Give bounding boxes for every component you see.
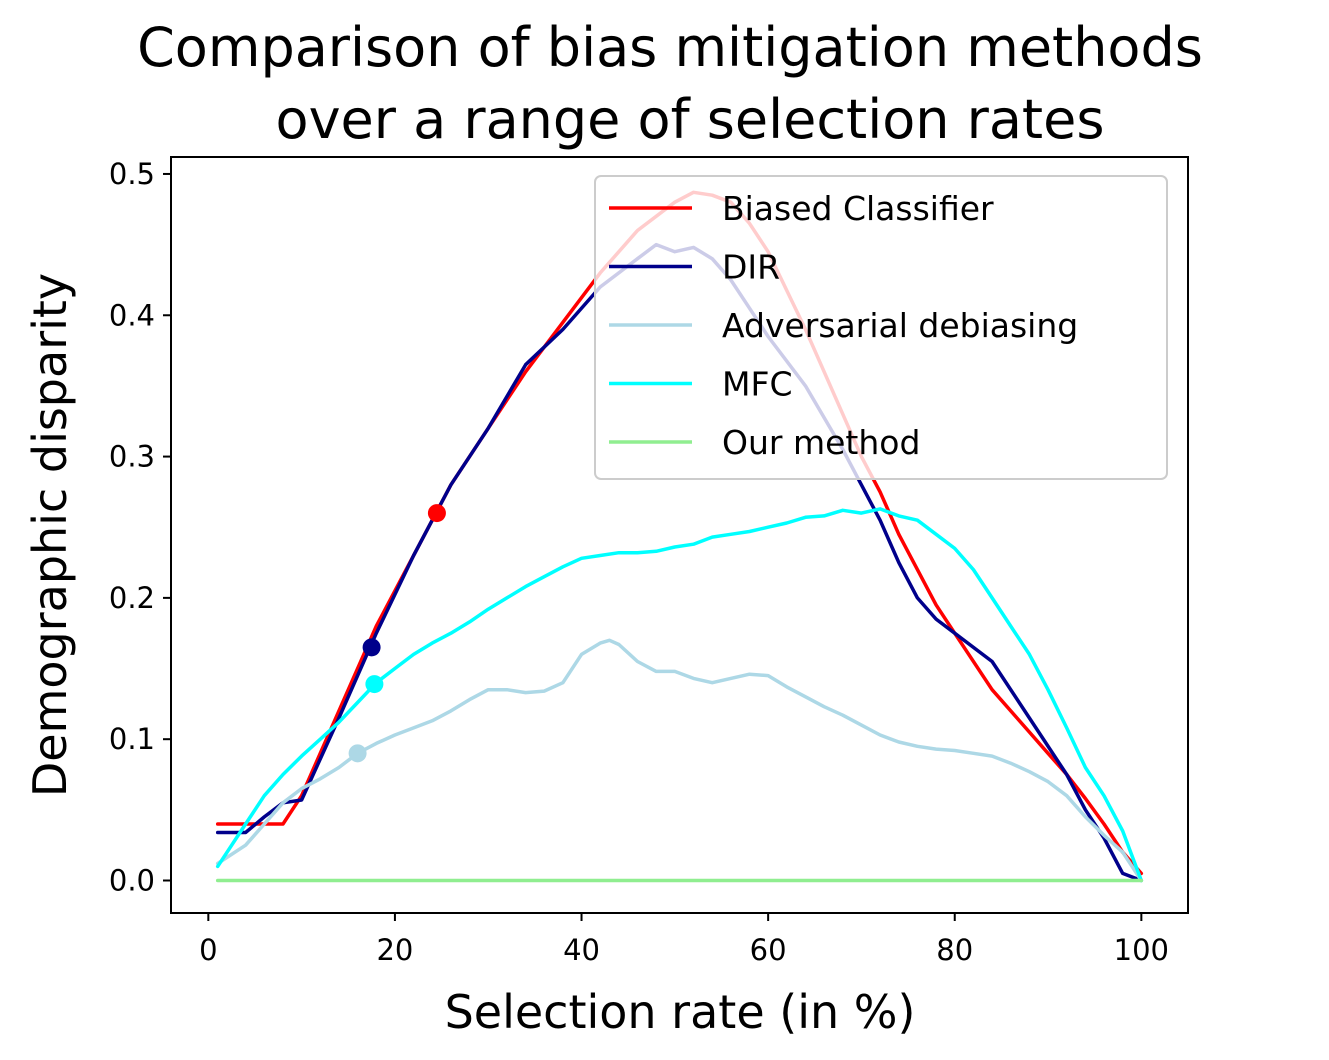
x-tick-label: 20	[376, 933, 413, 967]
series-marker-adversarial-debiasing	[348, 744, 367, 763]
y-tick-label: 0.2	[109, 581, 155, 615]
plot-area-frame	[170, 156, 1189, 914]
x-tick-label: 100	[1114, 933, 1169, 967]
x-tick-label: 80	[936, 933, 973, 967]
y-tick-label: 0.0	[109, 863, 155, 897]
legend-label-adversarial-debiasing: Adversarial debiasing	[722, 306, 1078, 345]
y-tick-label: 0.5	[109, 157, 155, 191]
legend: Biased Classifier DIR Adversarial debiasin…	[594, 175, 1168, 480]
series-marker-dir	[362, 638, 381, 657]
series-marker-mfc	[365, 675, 384, 694]
chart-title-line-1: Comparison of bias mitigation methods	[137, 16, 1203, 79]
series-line-mfc	[215, 507, 1144, 883]
legend-box	[594, 175, 1168, 480]
y-tick-label: 0.4	[109, 298, 155, 332]
x-tick-label: 60	[750, 933, 787, 967]
series-line-adversarial-debiasing	[215, 638, 1144, 883]
legend-label-mfc: MFC	[722, 365, 793, 404]
legend-label-our-method: Our method	[722, 423, 920, 462]
y-tick-label: 0.1	[109, 722, 155, 756]
x-axis-label: Selection rate (in %)	[445, 985, 916, 1039]
legend-label-biased-classifier: Biased Classifier	[722, 189, 994, 228]
y-axis-label: Demographic disparity	[23, 273, 77, 797]
legend-label-dir: DIR	[722, 248, 780, 287]
chart-title-line-2: over a range of selection rates	[276, 88, 1105, 151]
x-tick-label: 40	[563, 933, 600, 967]
x-axis-ticks: 0 20 40 60 80 100	[199, 913, 1169, 967]
marker-layer	[348, 504, 446, 763]
x-tick-label: 0	[199, 933, 217, 967]
y-tick-label: 0.3	[109, 440, 155, 474]
series-marker-biased-classifier	[427, 504, 446, 523]
y-axis-ticks: 0.0 0.1 0.2 0.3 0.4 0.5	[109, 157, 171, 897]
